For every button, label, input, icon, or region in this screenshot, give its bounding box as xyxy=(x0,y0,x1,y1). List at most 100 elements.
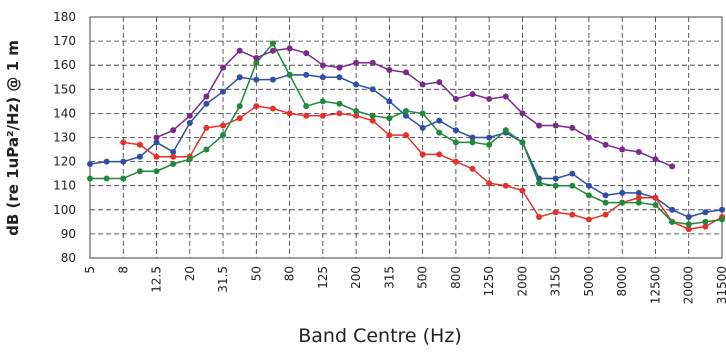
point xyxy=(203,146,210,153)
y-tick-label: 100 xyxy=(53,203,76,217)
point xyxy=(536,214,543,221)
point xyxy=(452,158,459,165)
point xyxy=(303,50,310,57)
y-tick-label: 90 xyxy=(61,227,76,241)
point xyxy=(253,103,260,110)
point xyxy=(419,151,426,158)
y-tick-label: 140 xyxy=(53,106,76,120)
point xyxy=(486,134,493,141)
point xyxy=(685,226,692,233)
point xyxy=(452,127,459,134)
point xyxy=(120,175,127,182)
point xyxy=(419,81,426,88)
point xyxy=(602,192,609,199)
point xyxy=(120,139,127,146)
point xyxy=(685,221,692,228)
point xyxy=(336,74,343,81)
x-tick-label: 8000 xyxy=(615,266,629,297)
point xyxy=(719,206,725,213)
x-tick-label: 20 xyxy=(183,266,197,281)
point xyxy=(253,76,260,83)
series-line xyxy=(89,74,723,218)
point xyxy=(486,95,493,102)
point xyxy=(719,216,725,223)
point xyxy=(519,187,526,194)
point xyxy=(669,163,676,170)
point xyxy=(403,112,409,119)
x-tick-label: 50 xyxy=(249,266,263,281)
point xyxy=(619,146,626,153)
point xyxy=(136,168,143,175)
point xyxy=(452,95,459,102)
point xyxy=(136,153,143,160)
point xyxy=(303,112,310,119)
point xyxy=(220,64,227,71)
point xyxy=(519,139,526,146)
point xyxy=(236,103,243,110)
point xyxy=(269,105,276,112)
point xyxy=(469,139,476,146)
point xyxy=(419,110,426,117)
point xyxy=(220,132,227,139)
x-tick-label: 5000 xyxy=(582,266,596,297)
point xyxy=(469,134,476,141)
y-tick-label: 80 xyxy=(61,251,76,265)
plot-frame xyxy=(89,16,723,259)
point xyxy=(502,93,509,100)
point xyxy=(220,122,227,129)
point xyxy=(153,134,160,141)
point xyxy=(369,112,376,119)
point xyxy=(319,62,326,69)
point xyxy=(569,124,576,131)
point xyxy=(120,158,127,165)
x-tick-label: 31500 xyxy=(715,266,726,304)
x-tick-label: 2000 xyxy=(515,266,529,297)
point xyxy=(569,211,576,218)
point xyxy=(635,148,642,155)
point xyxy=(419,124,426,131)
y-tick-label: 180 xyxy=(53,10,76,24)
point xyxy=(403,107,409,114)
point xyxy=(669,218,676,225)
point xyxy=(585,192,592,199)
point xyxy=(319,112,326,119)
point xyxy=(469,91,476,98)
x-tick-label: 315 xyxy=(382,266,396,289)
x-tick-label: 3150 xyxy=(549,266,563,297)
point xyxy=(552,122,559,129)
point xyxy=(153,168,160,175)
point xyxy=(536,180,543,187)
x-tick-label: 500 xyxy=(416,266,430,289)
point xyxy=(353,112,360,119)
point xyxy=(87,175,93,182)
point xyxy=(552,182,559,189)
point xyxy=(536,122,543,129)
y-axis-title: dB (re 1uPa²/Hz) @ 1 m xyxy=(4,40,22,236)
point xyxy=(170,161,177,168)
point xyxy=(403,132,409,139)
x-axis-title: Band Centre (Hz) xyxy=(298,325,461,347)
point xyxy=(236,115,243,122)
point xyxy=(186,120,193,127)
x-tick-label: 200 xyxy=(349,266,363,289)
point xyxy=(153,153,160,160)
point xyxy=(403,69,409,76)
point xyxy=(170,153,177,160)
point xyxy=(336,100,343,107)
point xyxy=(220,88,227,95)
x-tick-label: 12500 xyxy=(648,266,662,304)
point xyxy=(652,194,659,201)
point xyxy=(602,199,609,206)
y-tick-label: 150 xyxy=(53,82,76,96)
point xyxy=(619,199,626,206)
x-tick-label: 8 xyxy=(116,266,130,274)
point xyxy=(486,141,493,148)
point xyxy=(136,141,143,148)
point xyxy=(552,209,559,216)
point xyxy=(602,141,609,148)
y-tick-label: 170 xyxy=(53,34,76,48)
point xyxy=(186,156,193,163)
y-tick-label: 110 xyxy=(53,179,76,193)
x-tick-label: 12.5 xyxy=(150,266,164,293)
point xyxy=(452,139,459,146)
